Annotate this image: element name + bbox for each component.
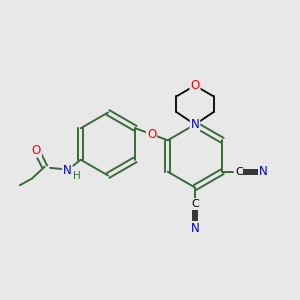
Text: C: C <box>191 199 199 209</box>
Text: N: N <box>190 222 200 235</box>
Text: N: N <box>258 165 267 178</box>
Text: N: N <box>63 164 72 177</box>
Text: O: O <box>190 79 200 92</box>
Text: O: O <box>147 128 156 141</box>
Text: O: O <box>32 144 41 157</box>
Text: C: C <box>235 167 243 177</box>
Text: N: N <box>190 118 200 131</box>
Text: H: H <box>73 171 81 181</box>
